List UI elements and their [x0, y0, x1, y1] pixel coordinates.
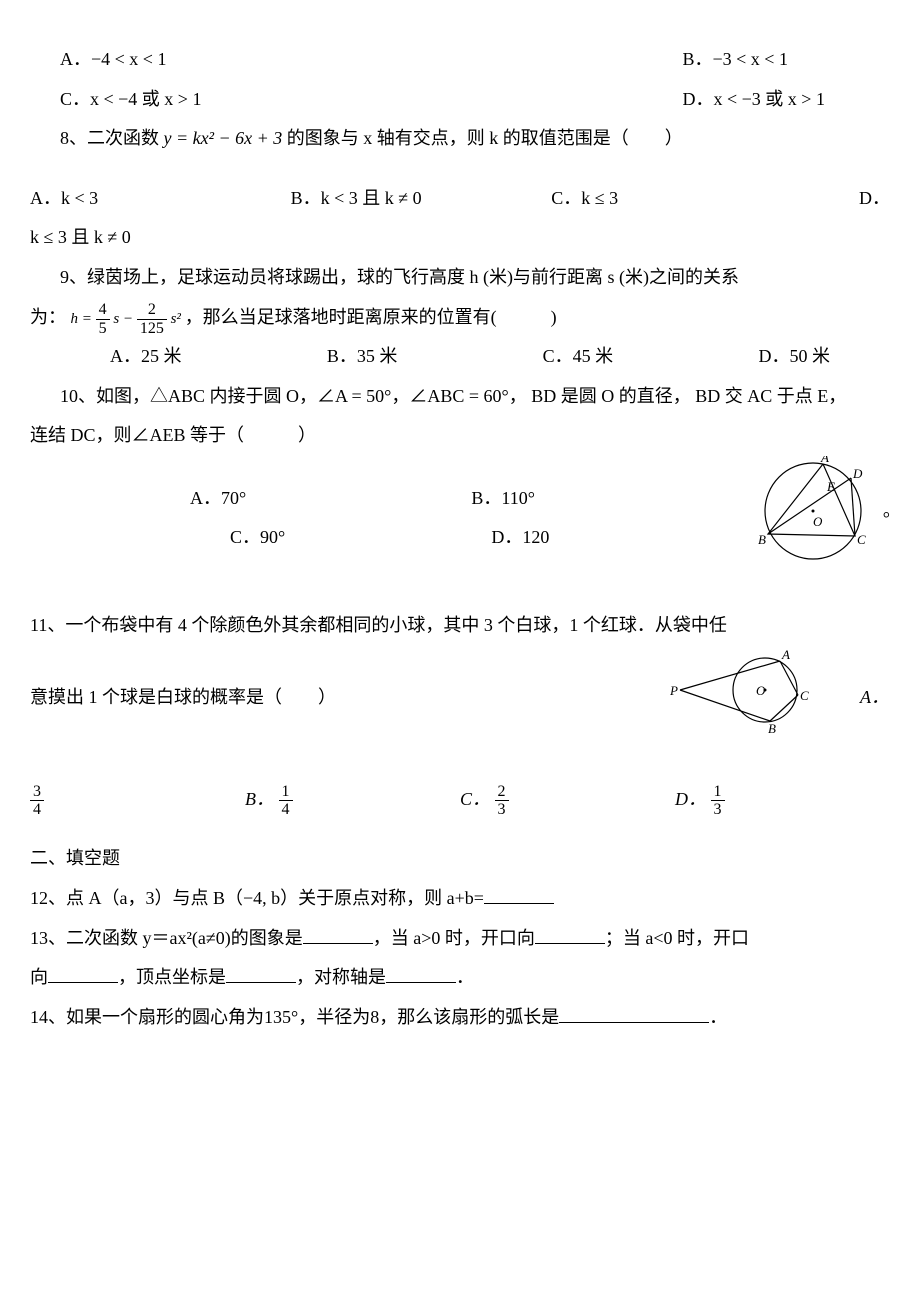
- svg-text:O: O: [813, 514, 823, 529]
- q10-options-block: A．70° B．110° C．90° D．120 A D C B E O °: [30, 456, 890, 581]
- q10-degree-after: °: [883, 499, 890, 539]
- q12-text: 12、点 A（a，3）与点 B（−4, b）关于原点对称，则 a+b=: [30, 888, 484, 908]
- q7-optD: D．x < −3 或 x > 1: [683, 80, 891, 120]
- q7-optA: A．−4 < x < 1: [60, 40, 683, 80]
- q11-optA: 34: [30, 780, 245, 820]
- svg-text:B: B: [758, 532, 766, 547]
- svg-text:A: A: [781, 647, 790, 662]
- q8-optA: A．k < 3: [30, 179, 291, 219]
- q14-text: 14、如果一个扇形的圆心角为135°，半径为8，那么该扇形的弧长是: [30, 1007, 559, 1027]
- q13-blank3: [48, 964, 118, 983]
- q11-line2: 意摸出 1 个球是白球的概率是（ ）: [30, 678, 630, 718]
- q13-line2: 向，顶点坐标是，对称轴是．: [30, 958, 890, 998]
- q8-stem-before: 8、二次函数: [60, 128, 164, 148]
- q11-optD: D． 13: [675, 780, 890, 820]
- q9-optB: B．35 米: [327, 337, 398, 377]
- q9-optD: D．50 米: [758, 337, 830, 377]
- q13-blank4: [226, 964, 296, 983]
- q13-blank1: [303, 925, 373, 944]
- q7-options-row1: A．−4 < x < 1 B．−3 < x < 1: [30, 40, 890, 80]
- q12-blank: [484, 885, 554, 904]
- q10-optD: D．120: [491, 518, 752, 558]
- q8-optD-body: k ≤ 3 且 k ≠ 0: [30, 218, 890, 258]
- q9-line1: 9、绿茵场上，足球运动员将球踢出，球的飞行高度 h (米)与前行距离 s (米)…: [30, 258, 890, 298]
- svg-text:C: C: [857, 532, 866, 547]
- q9-optA: A．25 米: [110, 337, 182, 377]
- svg-text:D: D: [852, 466, 863, 481]
- q13-line1: 13、二次函数 y＝ax²(a≠0)的图象是，当 a>0 时，开口向；当 a<0…: [30, 919, 890, 959]
- q11-diagram: P A B C O: [670, 645, 820, 750]
- q12: 12、点 A（a，3）与点 B（−4, b）关于原点对称，则 a+b=: [30, 879, 890, 919]
- q8-options: A．k < 3 B．k < 3 且 k ≠ 0 C．k ≤ 3 D．: [30, 179, 890, 219]
- q13-blank5: [386, 964, 456, 983]
- q7-options-row2: C．x < −4 或 x > 1 D．x < −3 或 x > 1: [30, 80, 890, 120]
- q11-line1: 11、一个布袋中有 4 个除颜色外其余都相同的小球，其中 3 个白球，1 个红球…: [30, 606, 890, 646]
- q11-optC: C． 23: [460, 780, 675, 820]
- q9-line2: 为： h = 45 s − 2125 s² ，那么当足球落地时距离原来的位置有(…: [30, 298, 890, 338]
- svg-text:O: O: [756, 683, 766, 698]
- q7-optB: B．−3 < x < 1: [683, 40, 891, 80]
- q7-optC: C．x < −4 或 x > 1: [60, 80, 683, 120]
- q14: 14、如果一个扇形的圆心角为135°，半径为8，那么该扇形的弧长是．: [30, 998, 890, 1038]
- q11-options: 34 B． 14 C． 23 D． 13: [30, 780, 890, 820]
- q11-optA-label-float: A．: [860, 678, 890, 718]
- q8-stem: 8、二次函数 y = kx² − 6x + 3 的图象与 x 轴有交点，则 k …: [30, 119, 890, 159]
- q8-optB: B．k < 3 且 k ≠ 0: [291, 179, 552, 219]
- q10-line2: 连结 DC，则∠AEB 等于（ ）: [30, 416, 890, 456]
- q11-row: 意摸出 1 个球是白球的概率是（ ） P A B C O A．: [30, 645, 890, 750]
- svg-text:E: E: [826, 479, 835, 494]
- q11-optB: B． 14: [245, 780, 460, 820]
- q13-blank2: [535, 925, 605, 944]
- q10-optA: A．70°: [190, 479, 471, 519]
- q9-optC: C．45 米: [543, 337, 614, 377]
- q9-line2-after: ，那么当足球落地时距离原来的位置有( ): [185, 307, 557, 327]
- q9-line2-before: 为：: [30, 307, 66, 327]
- q8-stem-after: 的图象与 x 轴有交点，则 k 的取值范围是（ ）: [282, 128, 683, 148]
- q14-blank: [559, 1004, 709, 1023]
- q8-formula: y = kx² − 6x + 3: [164, 128, 283, 148]
- svg-text:P: P: [670, 683, 678, 698]
- q9-options: A．25 米 B．35 米 C．45 米 D．50 米: [30, 337, 890, 377]
- q10-optC: C．90°: [230, 518, 491, 558]
- q8-optC: C．k ≤ 3: [551, 179, 812, 219]
- q10-diagram: A D C B E O: [753, 456, 883, 581]
- q10-line1: 10、如图，△ABC 内接于圆 O，∠A = 50°，∠ABC = 60°， B…: [30, 377, 890, 417]
- q8-optD-label: D．: [812, 179, 890, 219]
- svg-text:A: A: [820, 456, 829, 465]
- svg-text:B: B: [768, 721, 776, 735]
- svg-text:C: C: [800, 688, 809, 703]
- q9-formula: h = 45 s − 2125 s²: [71, 311, 185, 327]
- section2-title: 二、填空题: [30, 839, 890, 879]
- q10-optB: B．110°: [471, 479, 752, 519]
